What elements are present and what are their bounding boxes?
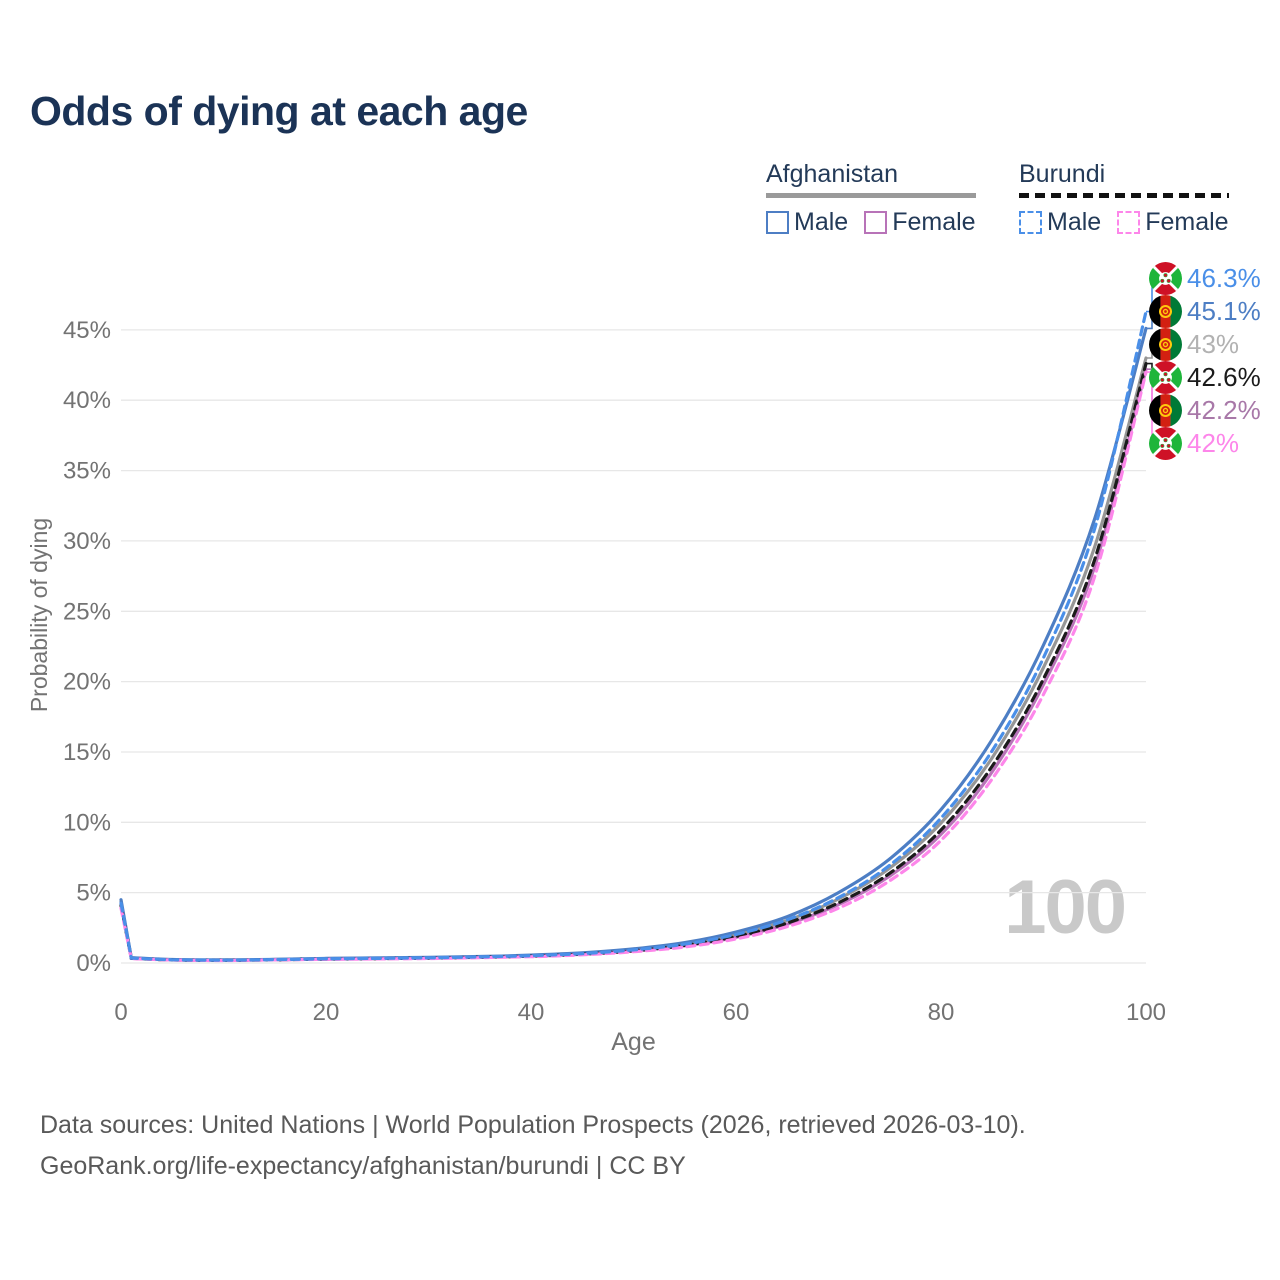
end-value: 46.3% — [1187, 263, 1261, 293]
y-tick-label: 5% — [76, 880, 111, 907]
burundi-dashed-line-swatch — [1019, 193, 1229, 198]
end-label-afghanistan-both: 43% — [1149, 327, 1239, 361]
y-tick-label: 25% — [63, 598, 111, 625]
end-label-burundi-both: 42.6% — [1149, 360, 1261, 394]
y-tick-label: 45% — [63, 317, 111, 344]
legend-toggle-afghanistan-female[interactable]: Female — [864, 208, 976, 237]
grid-layer — [121, 329, 1146, 964]
legend-country-burundi[interactable]: Burundi — [1019, 160, 1106, 188]
x-tick-label: 80 — [928, 999, 955, 1026]
legend-label-male: Male — [1047, 208, 1102, 236]
legend-label-female: Female — [1145, 208, 1229, 236]
legend-country-afghanistan[interactable]: Afghanistan — [766, 160, 899, 188]
end-value: 43% — [1187, 329, 1240, 359]
attribution: Data sources: United Nations | World Pop… — [40, 1105, 1026, 1187]
x-tick-label: 60 — [723, 999, 750, 1026]
afghanistan-flag-icon — [1149, 328, 1182, 361]
x-tick-label: 40 — [518, 999, 545, 1026]
legend-group-afghanistan: Afghanistan Male Female — [766, 160, 976, 237]
burundi-flag-icon — [1149, 361, 1182, 394]
series-layer — [119, 310, 1148, 963]
y-tick-label: 0% — [76, 950, 111, 977]
source-url-line: GeoRank.org/life-expectancy/afghanistan/… — [40, 1152, 686, 1180]
afghanistan-solid-line-swatch — [766, 193, 976, 198]
end-value: 45.1% — [1187, 296, 1261, 326]
afghanistan-flag-icon — [1149, 394, 1182, 427]
y-tick-label: 10% — [63, 809, 111, 836]
checkbox-burundi-female[interactable] — [1117, 211, 1141, 234]
x-tick-label: 0 — [114, 999, 127, 1026]
afghanistan-flag-icon — [1149, 295, 1182, 328]
data-source-line: Data sources: United Nations | World Pop… — [40, 1111, 1026, 1139]
legend-group-burundi: Burundi Male Female — [1019, 160, 1229, 237]
series-line-afghanistan-female[interactable] — [119, 367, 1148, 962]
series-line-afghanistan-male[interactable] — [119, 326, 1148, 962]
y-tick-label: 35% — [63, 458, 111, 485]
end-label-burundi-male: 46.3% — [1149, 261, 1261, 295]
checkbox-burundi-male[interactable] — [1019, 211, 1042, 234]
checkbox-afghanistan-female[interactable] — [864, 211, 888, 234]
end-value: 42.6% — [1187, 362, 1261, 392]
legend-label-female: Female — [892, 208, 976, 236]
series-line-burundi-male[interactable] — [119, 310, 1148, 962]
series-line-afghanistan[interactable] — [119, 356, 1148, 962]
end-label-burundi-female: 42% — [1149, 426, 1239, 460]
end-value: 42% — [1187, 428, 1240, 458]
legend-label-male: Male — [794, 208, 849, 236]
page-title: Odds of dying at each age — [30, 88, 528, 134]
series-line-burundi[interactable] — [119, 362, 1148, 962]
x-axis-label: Age — [611, 1028, 655, 1056]
y-tick-label: 40% — [63, 387, 111, 414]
age-counter-watermark: 100 — [1004, 865, 1127, 950]
y-tick-label: 15% — [63, 739, 111, 766]
burundi-flag-icon — [1149, 262, 1182, 295]
end-label-afghanistan-female: 42.2% — [1149, 393, 1261, 427]
x-tick-label: 20 — [313, 999, 340, 1026]
checkbox-afghanistan-male[interactable] — [766, 211, 789, 234]
legend-toggle-burundi-male[interactable]: Male — [1019, 208, 1101, 237]
y-tick-label: 20% — [63, 669, 111, 696]
y-axis-label: Probability of dying — [26, 518, 52, 712]
axis-layer: 0% 5% 10% 15% 20% 25% 30% 35% 40% 45% 0 20 40 60 80 100… — [26, 317, 1166, 1056]
end-value: 42.2% — [1187, 395, 1261, 425]
series-line-burundi-female[interactable] — [119, 370, 1148, 963]
legend-toggle-burundi-female[interactable]: Female — [1117, 208, 1229, 237]
x-tick-label: 100 — [1126, 999, 1166, 1026]
burundi-flag-icon — [1149, 427, 1182, 460]
y-tick-label: 30% — [63, 528, 111, 555]
legend-toggle-afghanistan-male[interactable]: Male — [766, 208, 848, 237]
end-label-afghanistan-male: 45.1% — [1149, 294, 1261, 328]
